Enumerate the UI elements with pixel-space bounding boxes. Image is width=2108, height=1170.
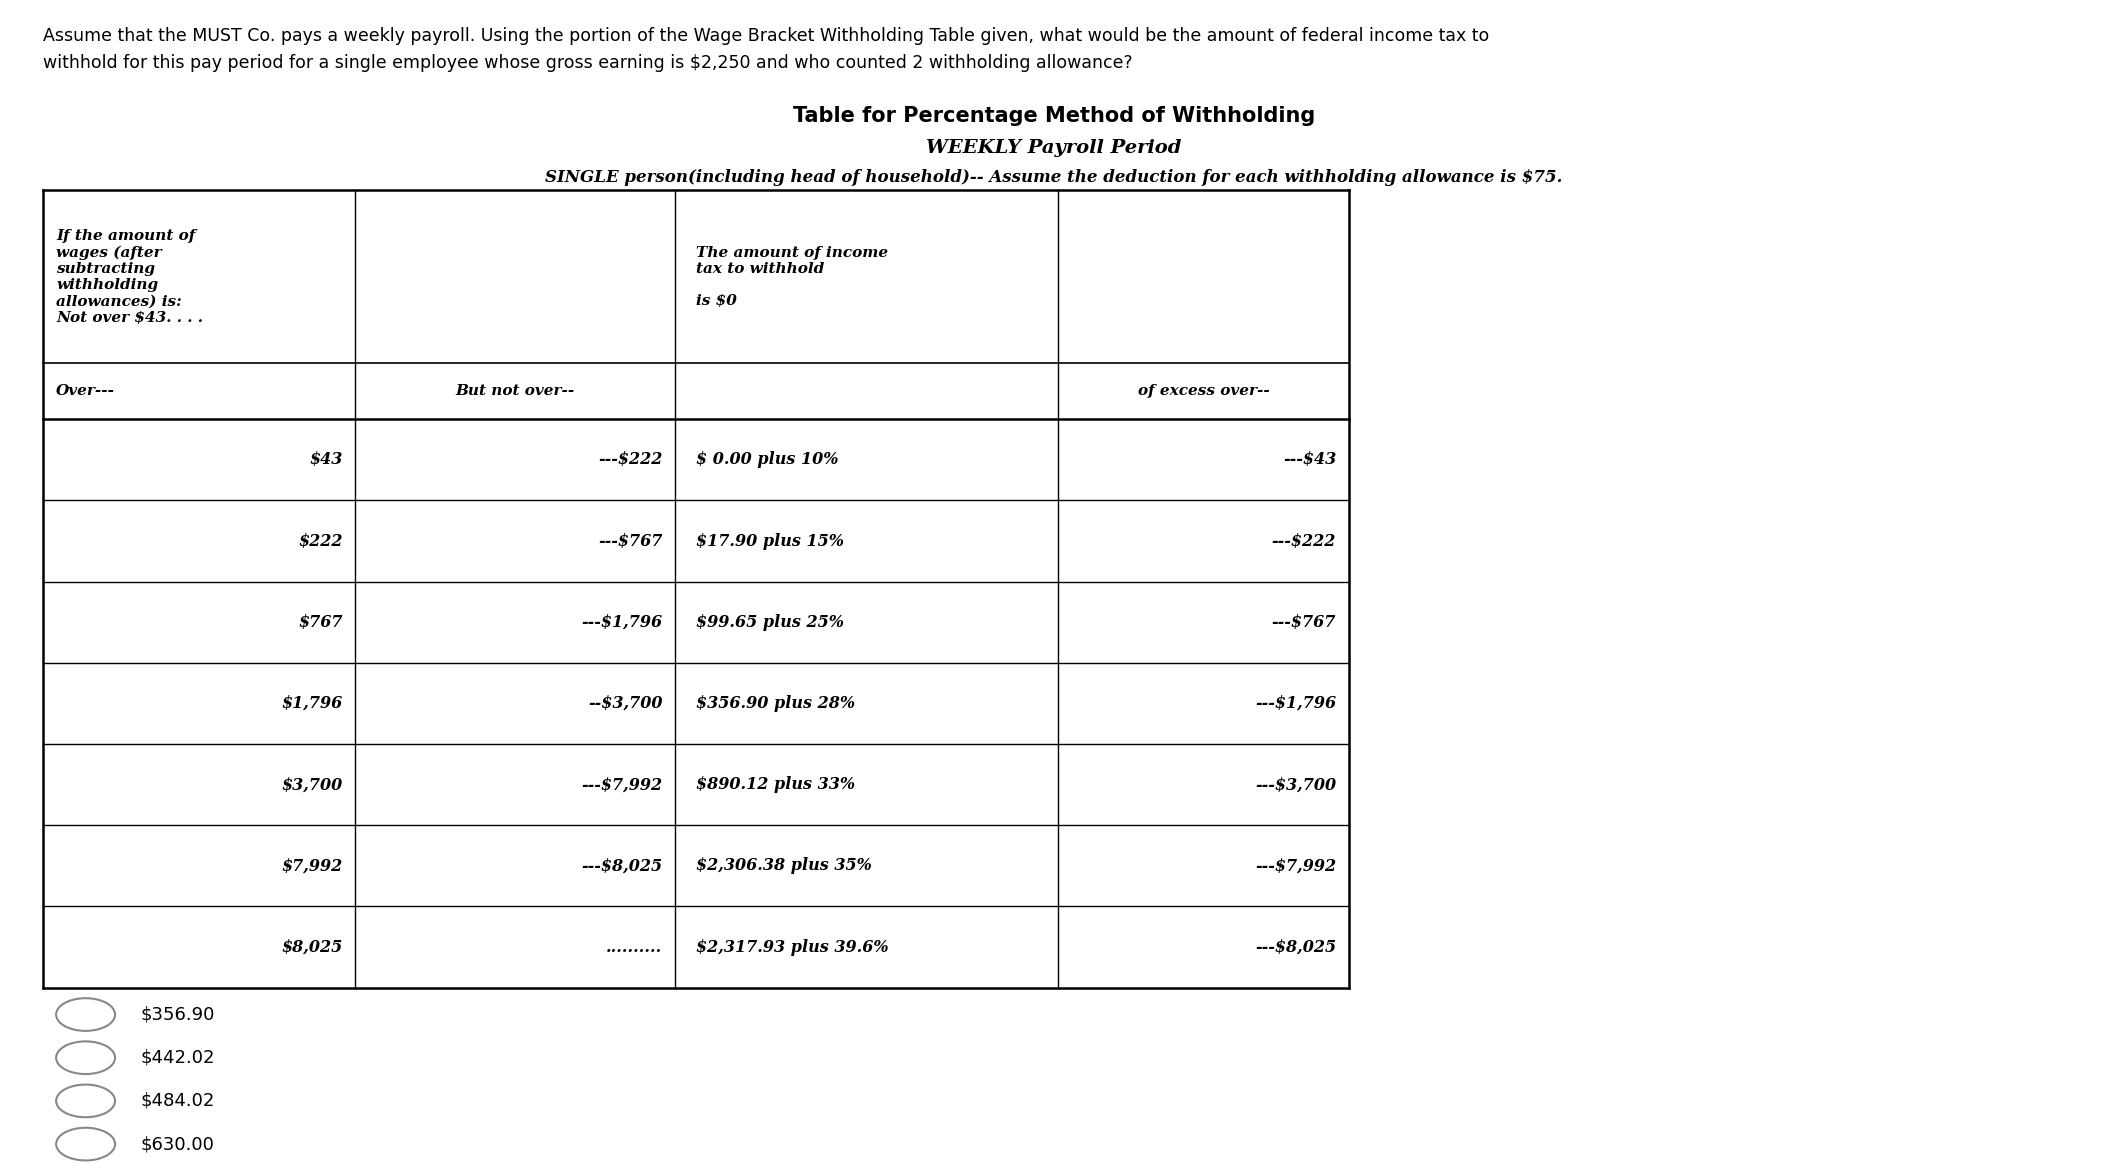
Text: ---$7,992: ---$7,992 bbox=[1254, 858, 1336, 874]
Text: $356.90 plus 28%: $356.90 plus 28% bbox=[696, 695, 856, 713]
Text: $ 0.00 plus 10%: $ 0.00 plus 10% bbox=[696, 452, 839, 468]
Text: $8,025: $8,025 bbox=[280, 938, 341, 956]
Text: $3,700: $3,700 bbox=[280, 776, 341, 793]
Text: $17.90 plus 15%: $17.90 plus 15% bbox=[696, 532, 843, 550]
Text: ---$7,992: ---$7,992 bbox=[582, 776, 662, 793]
Text: Over---: Over--- bbox=[57, 384, 116, 398]
Text: ---$3,700: ---$3,700 bbox=[1254, 776, 1336, 793]
Text: $484.02: $484.02 bbox=[141, 1092, 215, 1110]
Text: $99.65 plus 25%: $99.65 plus 25% bbox=[696, 614, 843, 631]
Text: ---$1,796: ---$1,796 bbox=[582, 614, 662, 631]
Text: ---$1,796: ---$1,796 bbox=[1254, 695, 1336, 713]
Text: ---$43: ---$43 bbox=[1284, 452, 1336, 468]
Text: $630.00: $630.00 bbox=[141, 1135, 215, 1154]
Text: But not over--: But not over-- bbox=[455, 384, 575, 398]
Text: ---$767: ---$767 bbox=[599, 532, 662, 550]
Text: ---$8,025: ---$8,025 bbox=[1254, 938, 1336, 956]
Text: WEEKLY Payroll Period: WEEKLY Payroll Period bbox=[925, 139, 1183, 157]
Text: $890.12 plus 33%: $890.12 plus 33% bbox=[696, 776, 856, 793]
Text: $7,992: $7,992 bbox=[280, 858, 341, 874]
Text: $767: $767 bbox=[297, 614, 341, 631]
Text: $222: $222 bbox=[297, 532, 341, 550]
Text: If the amount of
wages (after
subtracting
withholding
allowances) is:
Not over $: If the amount of wages (after subtractin… bbox=[57, 229, 202, 324]
Text: --$3,700: --$3,700 bbox=[588, 695, 662, 713]
Text: of excess over--: of excess over-- bbox=[1138, 384, 1269, 398]
Text: $356.90: $356.90 bbox=[141, 1005, 215, 1024]
Text: $2,317.93 plus 39.6%: $2,317.93 plus 39.6% bbox=[696, 938, 890, 956]
Text: The amount of income
tax to withhold

is $0: The amount of income tax to withhold is … bbox=[696, 246, 887, 308]
Text: ---$767: ---$767 bbox=[1271, 614, 1336, 631]
Text: ---$222: ---$222 bbox=[1271, 532, 1336, 550]
Text: $442.02: $442.02 bbox=[141, 1048, 215, 1067]
Text: Table for Percentage Method of Withholding: Table for Percentage Method of Withholdi… bbox=[793, 106, 1315, 126]
Text: ---$222: ---$222 bbox=[599, 452, 662, 468]
Text: Assume that the MUST Co. pays a weekly payroll. Using the portion of the Wage Br: Assume that the MUST Co. pays a weekly p… bbox=[44, 27, 1490, 46]
Text: $2,306.38 plus 35%: $2,306.38 plus 35% bbox=[696, 858, 873, 874]
Text: SINGLE person(including head of household)-- Assume the deduction for each withh: SINGLE person(including head of househol… bbox=[546, 170, 1562, 186]
Text: ---$8,025: ---$8,025 bbox=[582, 858, 662, 874]
Text: withhold for this pay period for a single employee whose gross earning is $2,250: withhold for this pay period for a singl… bbox=[44, 54, 1134, 71]
Text: ..........: .......... bbox=[607, 938, 662, 956]
Text: $1,796: $1,796 bbox=[280, 695, 341, 713]
Text: $43: $43 bbox=[310, 452, 341, 468]
